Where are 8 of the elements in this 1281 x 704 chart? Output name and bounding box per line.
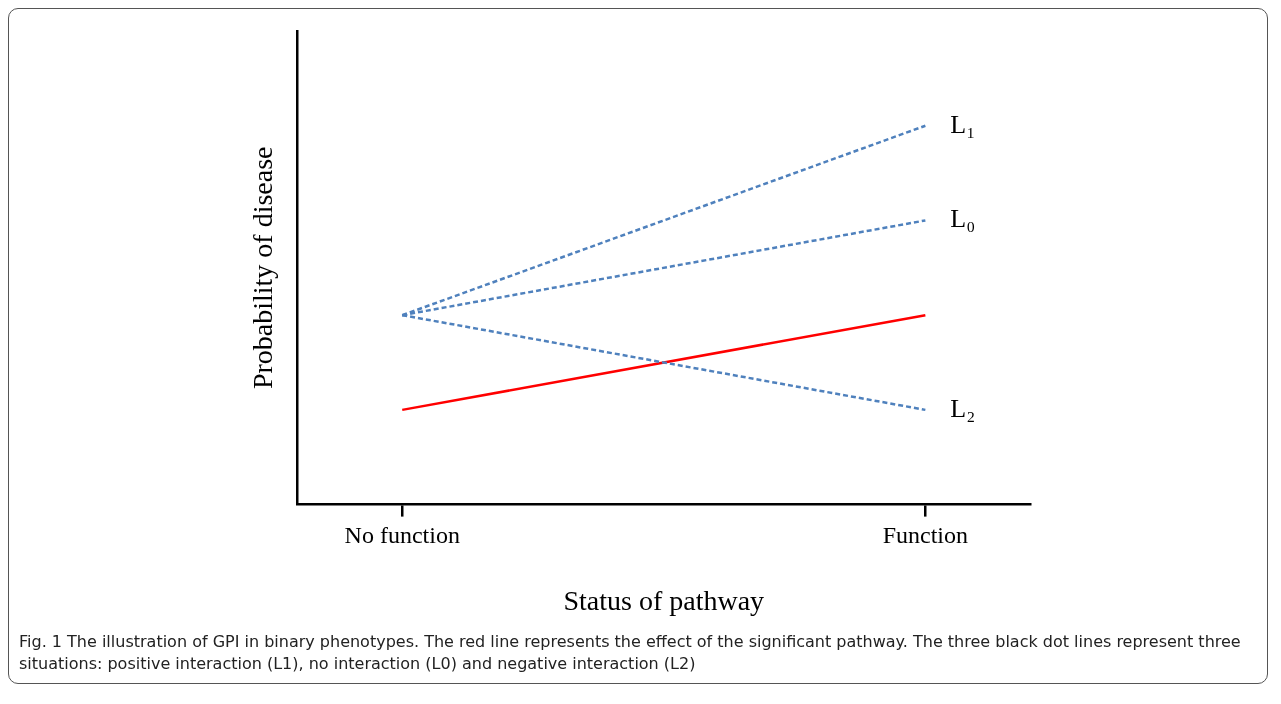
series-label: L₁ (950, 109, 976, 139)
series-label: L₂ (950, 393, 976, 423)
x-tick-label: No function (344, 522, 460, 549)
x-tick-label: Function (882, 522, 969, 549)
x-axis-title: Status of pathway (563, 584, 765, 616)
caption: Fig. 1 The illustration of GPI in binary phenotypes. The red line represents the effect of the significant pathway. The three black dot lines represent three situations: positive interaction (L1), no interaction (L0) and negative interaction (L2) (18, 631, 1242, 675)
series-label: L₀ (950, 204, 976, 234)
y-axis-title: Probability of disease (247, 146, 279, 390)
